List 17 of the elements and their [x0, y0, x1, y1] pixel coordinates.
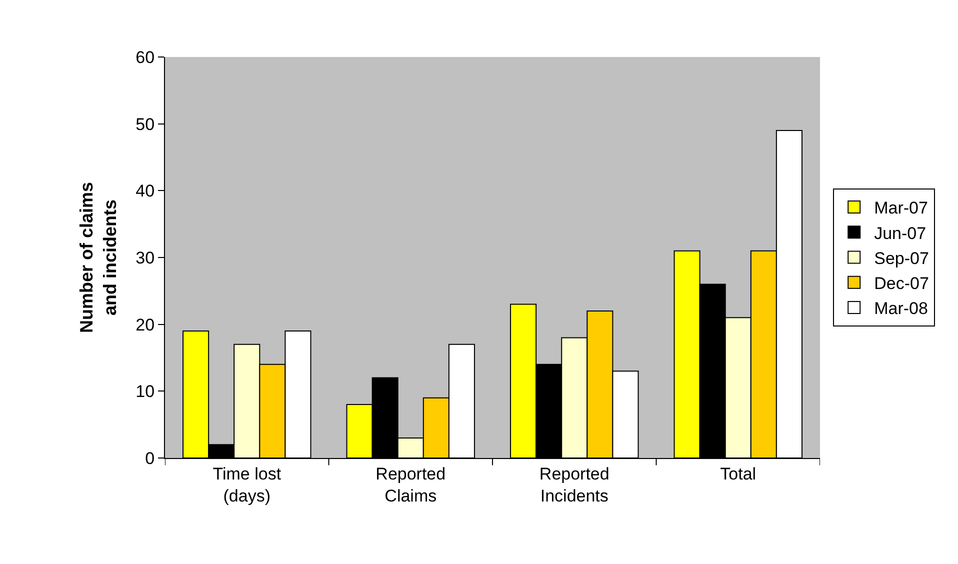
y-axis-title: Number of claims and incidents [76, 182, 120, 334]
x-tick-label: Time lost (days) [212, 464, 282, 506]
legend-label: Dec-07 [874, 274, 929, 293]
legend-label: Mar-08 [874, 299, 928, 318]
x-tick-label: Reported Claims [376, 464, 446, 506]
y-tick-label: 10 [136, 382, 155, 402]
y-tick-label: 60 [136, 48, 155, 67]
y-tick-label: 30 [136, 248, 155, 268]
legend-label: Jun-07 [874, 224, 926, 243]
y-tick-label: 20 [136, 315, 155, 334]
legend-label: Mar-07 [874, 198, 928, 218]
x-tick-label: Total [720, 464, 756, 484]
y-tick-label: 50 [136, 114, 155, 134]
legend-label: Sep-07 [874, 248, 929, 268]
x-tick-label: Reported Incidents [539, 464, 610, 506]
y-tick-label: 40 [136, 182, 155, 201]
y-tick-label: 0 [145, 448, 155, 468]
